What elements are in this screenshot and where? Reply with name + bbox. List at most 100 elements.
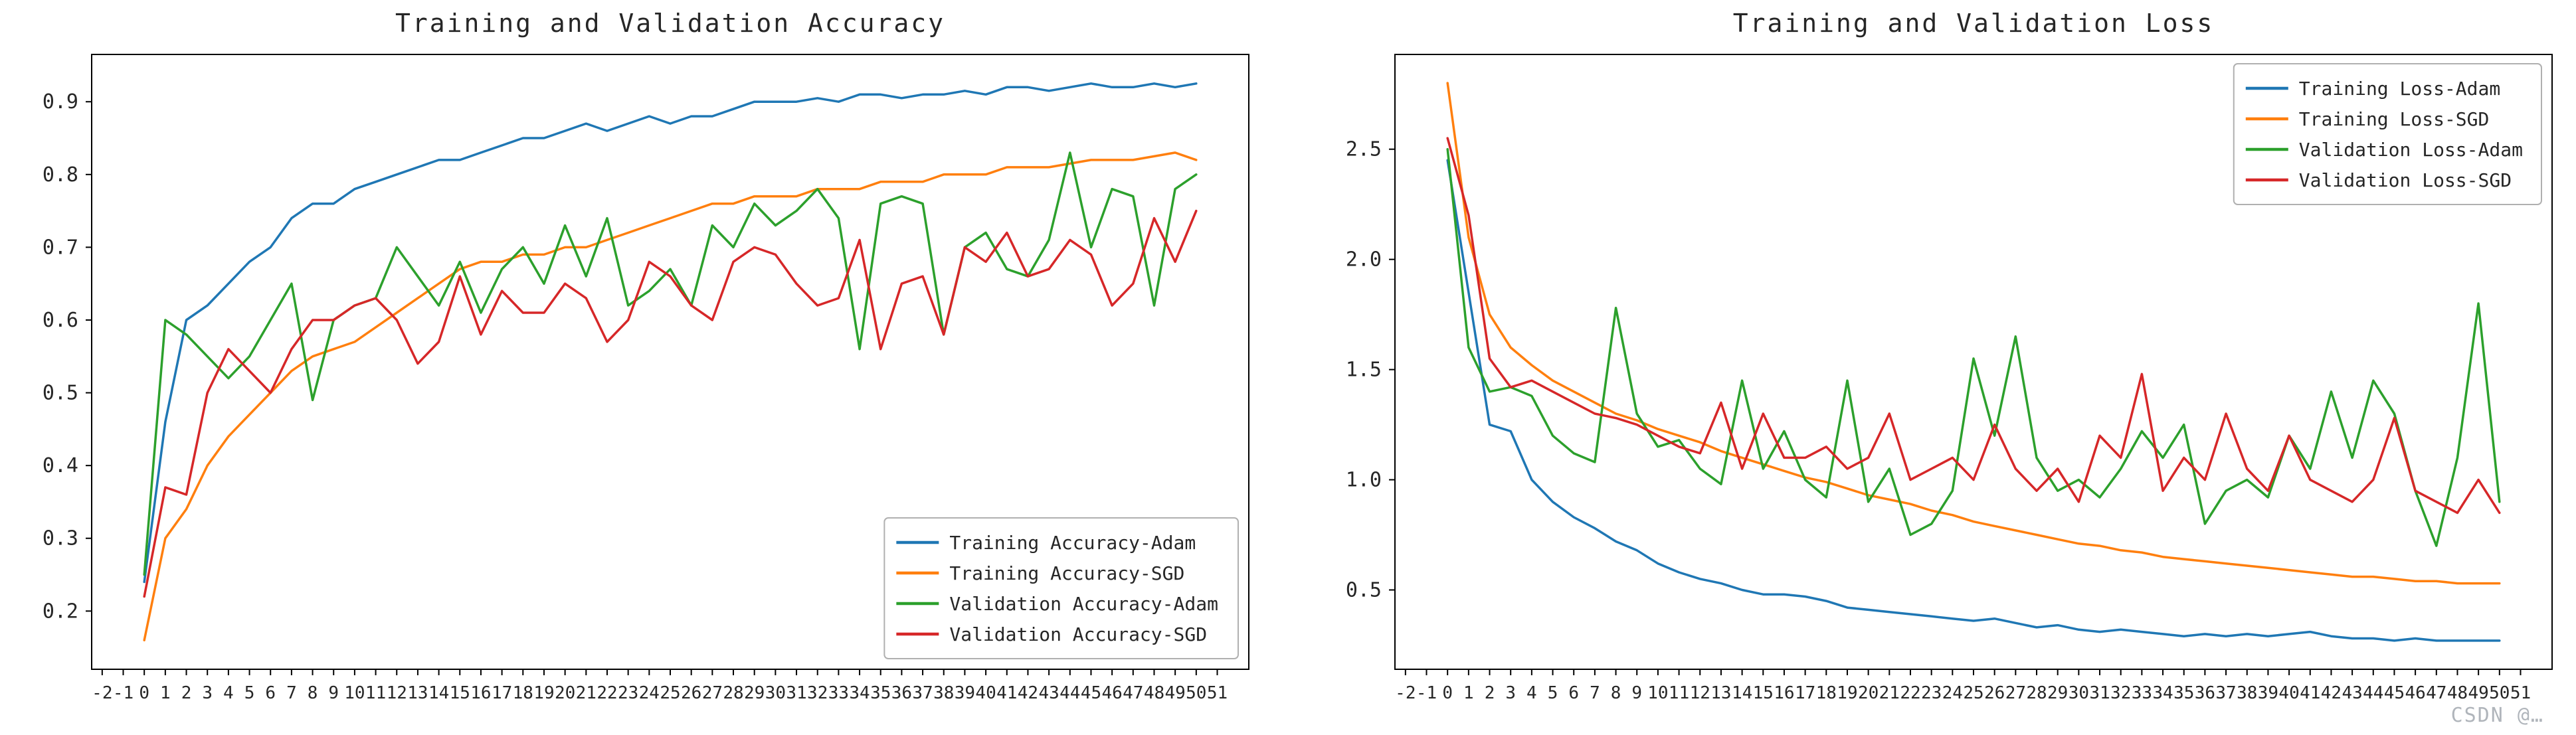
x-tick-label: 7	[1590, 683, 1600, 703]
chart-title: Training and Validation Accuracy	[395, 9, 945, 38]
x-tick-label: 2	[181, 683, 192, 703]
x-tick-label: 39	[2258, 683, 2278, 703]
y-tick-label: 0.4	[43, 454, 78, 477]
x-tick-label: 42	[1018, 683, 1038, 703]
x-tick-label: 48	[2447, 683, 2468, 703]
x-tick-label: 18	[1816, 683, 1837, 703]
x-tick-label: 13	[1710, 683, 1731, 703]
legend-label-1: Training Accuracy-SGD	[949, 562, 1184, 584]
x-tick-label: 12	[387, 683, 407, 703]
x-tick-label: 28	[2026, 683, 2047, 703]
series-line-2	[1446, 147, 2501, 547]
x-tick-label: 23	[618, 683, 638, 703]
series-line-3	[143, 209, 1198, 598]
x-tick-label: 28	[723, 683, 743, 703]
x-tick-label: 30	[765, 683, 786, 703]
y-tick-label: 0.3	[43, 527, 78, 550]
x-tick-label: 30	[2069, 683, 2089, 703]
legend-label-0: Training Accuracy-Adam	[949, 532, 1196, 554]
y-tick-label: 0.2	[43, 600, 78, 623]
x-tick-label: 2	[1485, 683, 1495, 703]
x-tick-label: 24	[639, 683, 660, 703]
x-tick-label: 0	[139, 683, 149, 703]
x-tick-label: 37	[2215, 683, 2236, 703]
x-tick-label: 6	[1568, 683, 1579, 703]
x-tick-label: 19	[533, 683, 554, 703]
x-tick-label: 48	[1144, 683, 1164, 703]
y-tick-label: 2.0	[1346, 248, 1382, 272]
x-tick-label: 43	[1038, 683, 1059, 703]
x-tick-label: 10	[344, 683, 365, 703]
x-tick-label: 31	[786, 683, 806, 703]
legend-label-0: Training Loss-Adam	[2299, 78, 2500, 100]
x-tick-label: 18	[513, 683, 533, 703]
x-tick-label: 16	[470, 683, 491, 703]
x-tick-label: 11	[1669, 683, 1689, 703]
x-tick-label: 15	[1753, 683, 1774, 703]
x-tick-label: 35	[870, 683, 891, 703]
x-tick-label: 40	[975, 683, 996, 703]
x-tick-label: 11	[365, 683, 386, 703]
x-tick-label: 27	[702, 683, 723, 703]
x-tick-label: 26	[1984, 683, 2005, 703]
x-tick-label: 1	[1463, 683, 1474, 703]
x-tick-label: 22	[1900, 683, 1920, 703]
series-line-1	[1446, 82, 2501, 585]
x-tick-label: 43	[2342, 683, 2362, 703]
x-tick-label: -1	[1416, 683, 1437, 703]
x-tick-label: 47	[2426, 683, 2446, 703]
x-tick-label: 17	[492, 683, 512, 703]
y-tick-label: 1.0	[1346, 469, 1382, 492]
x-tick-label: 17	[1795, 683, 1815, 703]
x-tick-label: 44	[1059, 683, 1080, 703]
x-tick-label: 0	[1442, 683, 1453, 703]
x-tick-label: 34	[2152, 683, 2173, 703]
x-tick-label: 10	[1647, 683, 1668, 703]
x-tick-label: 3	[202, 683, 213, 703]
x-tick-label: 47	[1123, 683, 1143, 703]
chart-title: Training and Validation Loss	[1733, 9, 2215, 38]
x-tick-label: -1	[113, 683, 134, 703]
x-tick-label: 24	[1942, 683, 1963, 703]
series-line-0	[143, 82, 1198, 584]
x-tick-label: 7	[286, 683, 297, 703]
x-tick-label: 14	[1732, 683, 1752, 703]
x-tick-label: 13	[407, 683, 428, 703]
x-tick-label: 50	[1186, 683, 1206, 703]
x-tick-label: 31	[2089, 683, 2110, 703]
x-tick-label: 29	[744, 683, 765, 703]
x-tick-label: 35	[2173, 683, 2194, 703]
x-tick-label: 12	[1690, 683, 1710, 703]
series-line-1	[143, 151, 1198, 641]
x-tick-label: 26	[681, 683, 701, 703]
x-tick-label: 50	[2489, 683, 2510, 703]
legend-label-2: Validation Loss-Adam	[2299, 139, 2523, 161]
legend-box	[2233, 63, 2543, 205]
x-tick-label: 1	[160, 683, 171, 703]
legend-label-2: Validation Accuracy-Adam	[949, 593, 1218, 615]
x-tick-label: 29	[2047, 683, 2068, 703]
x-tick-label: 33	[828, 683, 849, 703]
y-tick-label: 0.5	[43, 382, 78, 405]
x-tick-label: 32	[807, 683, 828, 703]
x-tick-label: 19	[1837, 683, 1857, 703]
x-tick-label: 37	[912, 683, 933, 703]
x-tick-label: 27	[2005, 683, 2026, 703]
x-tick-label: 41	[996, 683, 1017, 703]
x-tick-label: 5	[244, 683, 255, 703]
x-tick-label: 14	[428, 683, 449, 703]
x-tick-label: 51	[1207, 683, 1228, 703]
accuracy-chart: Training and Validation Accuracy-2 -1 0 1 2 3…	[43, 9, 1249, 703]
x-tick-label: 40	[2278, 683, 2299, 703]
x-tick-label: 9	[328, 683, 339, 703]
series-line-2	[143, 151, 1198, 576]
loss-chart-container: Training and Validation Loss -2 -1 0 1 2 3 4 5 6 7…	[1309, 0, 2571, 735]
x-tick-label: 9	[1631, 683, 1642, 703]
x-tick-label: 4	[1526, 683, 1537, 703]
x-tick-label: 21	[576, 683, 597, 703]
x-tick-label: 49	[1164, 683, 1185, 703]
x-tick-label: 16	[1774, 683, 1794, 703]
x-tick-label: 20	[1858, 683, 1879, 703]
x-tick-label: 44	[2363, 683, 2383, 703]
